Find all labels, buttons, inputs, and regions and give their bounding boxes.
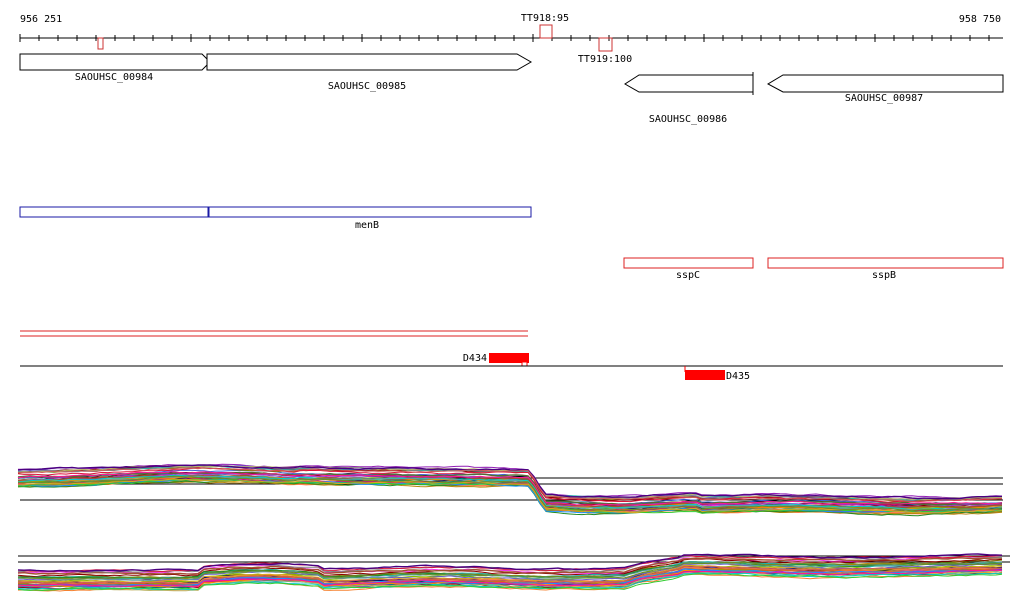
probe-track: D434 D435 [20,353,1003,382]
coordinate-ruler: 956 251 958 750 [19,14,1003,42]
expression-profile-line [17,557,1003,575]
expression-profiles-bottom [17,553,1003,592]
terminator-track: TT918:95 TT919:100 [97,13,632,65]
feature-menb-part1[interactable] [19,206,209,218]
gene-saouhsc-00986[interactable]: SAOUHSC_00986 [624,72,754,125]
expression-profile-line [18,561,1003,582]
terminator-tt918[interactable] [539,24,553,39]
expression-track-top [17,463,1003,517]
terminator-small-marker[interactable] [97,37,104,50]
expression-profile-line [17,464,1002,500]
expression-track-bottom [17,553,1010,592]
feature-menb-part2[interactable] [208,206,532,218]
minus-feature-track: sspC sspB [623,257,1004,281]
plus-feature-track: menB [19,206,532,231]
gene-arrow[interactable] [766,74,1004,93]
expression-profile-line [17,471,1003,506]
gene-label: SAOUHSC_00987 [845,93,923,104]
probe-d434-marker [521,361,528,367]
terminator-tt919-label: TT919:100 [578,54,632,65]
expression-profile-line [17,558,1003,578]
feature-menb-label: menB [355,220,379,231]
expression-profile-line [17,553,1003,573]
ruler-ticks [19,34,990,42]
gene-arrow[interactable] [206,53,533,71]
gene-label: SAOUHSC_00984 [75,72,153,83]
terminator-tt918-label: TT918:95 [521,13,569,24]
probe-d434-label: D434 [463,353,487,364]
expression-profiles-top [17,463,1003,517]
gene-arrow[interactable] [19,53,211,71]
expression-profile-line [18,475,1003,512]
expression-profile-line [17,474,1003,511]
expression-profile-line [17,565,1003,585]
terminator-tt919[interactable] [598,37,613,52]
transcript-track [20,330,528,337]
probe-d434[interactable] [489,353,529,363]
expression-profile-line [17,561,1003,580]
gene-saouhsc-00984[interactable]: SAOUHSC_00984 [19,53,211,83]
ruler-end-label: 958 750 [959,14,1001,25]
feature-sspc-label: sspC [676,270,700,281]
gene-label: SAOUHSC_00986 [649,114,727,125]
gene-saouhsc-00987[interactable]: SAOUHSC_00987 [766,74,1004,104]
expression-profile-line [17,569,1003,588]
ruler-start-label: 956 251 [20,14,62,25]
feature-sspb-label: sspB [872,270,896,281]
probe-d435-label: D435 [726,371,750,382]
expression-profile-line [17,467,1003,502]
gene-arrow[interactable] [624,74,754,93]
gene-track: SAOUHSC_00984 SAOUHSC_00985 SAOUHSC_0098… [19,53,1004,125]
expression-profile-line [17,573,1003,592]
probe-d435[interactable] [685,370,725,380]
gene-label: SAOUHSC_00985 [328,81,406,92]
feature-sspc[interactable] [623,257,754,269]
expression-profile-line [17,471,1003,506]
feature-sspb[interactable] [767,257,1004,269]
gene-saouhsc-00985[interactable]: SAOUHSC_00985 [206,53,533,92]
